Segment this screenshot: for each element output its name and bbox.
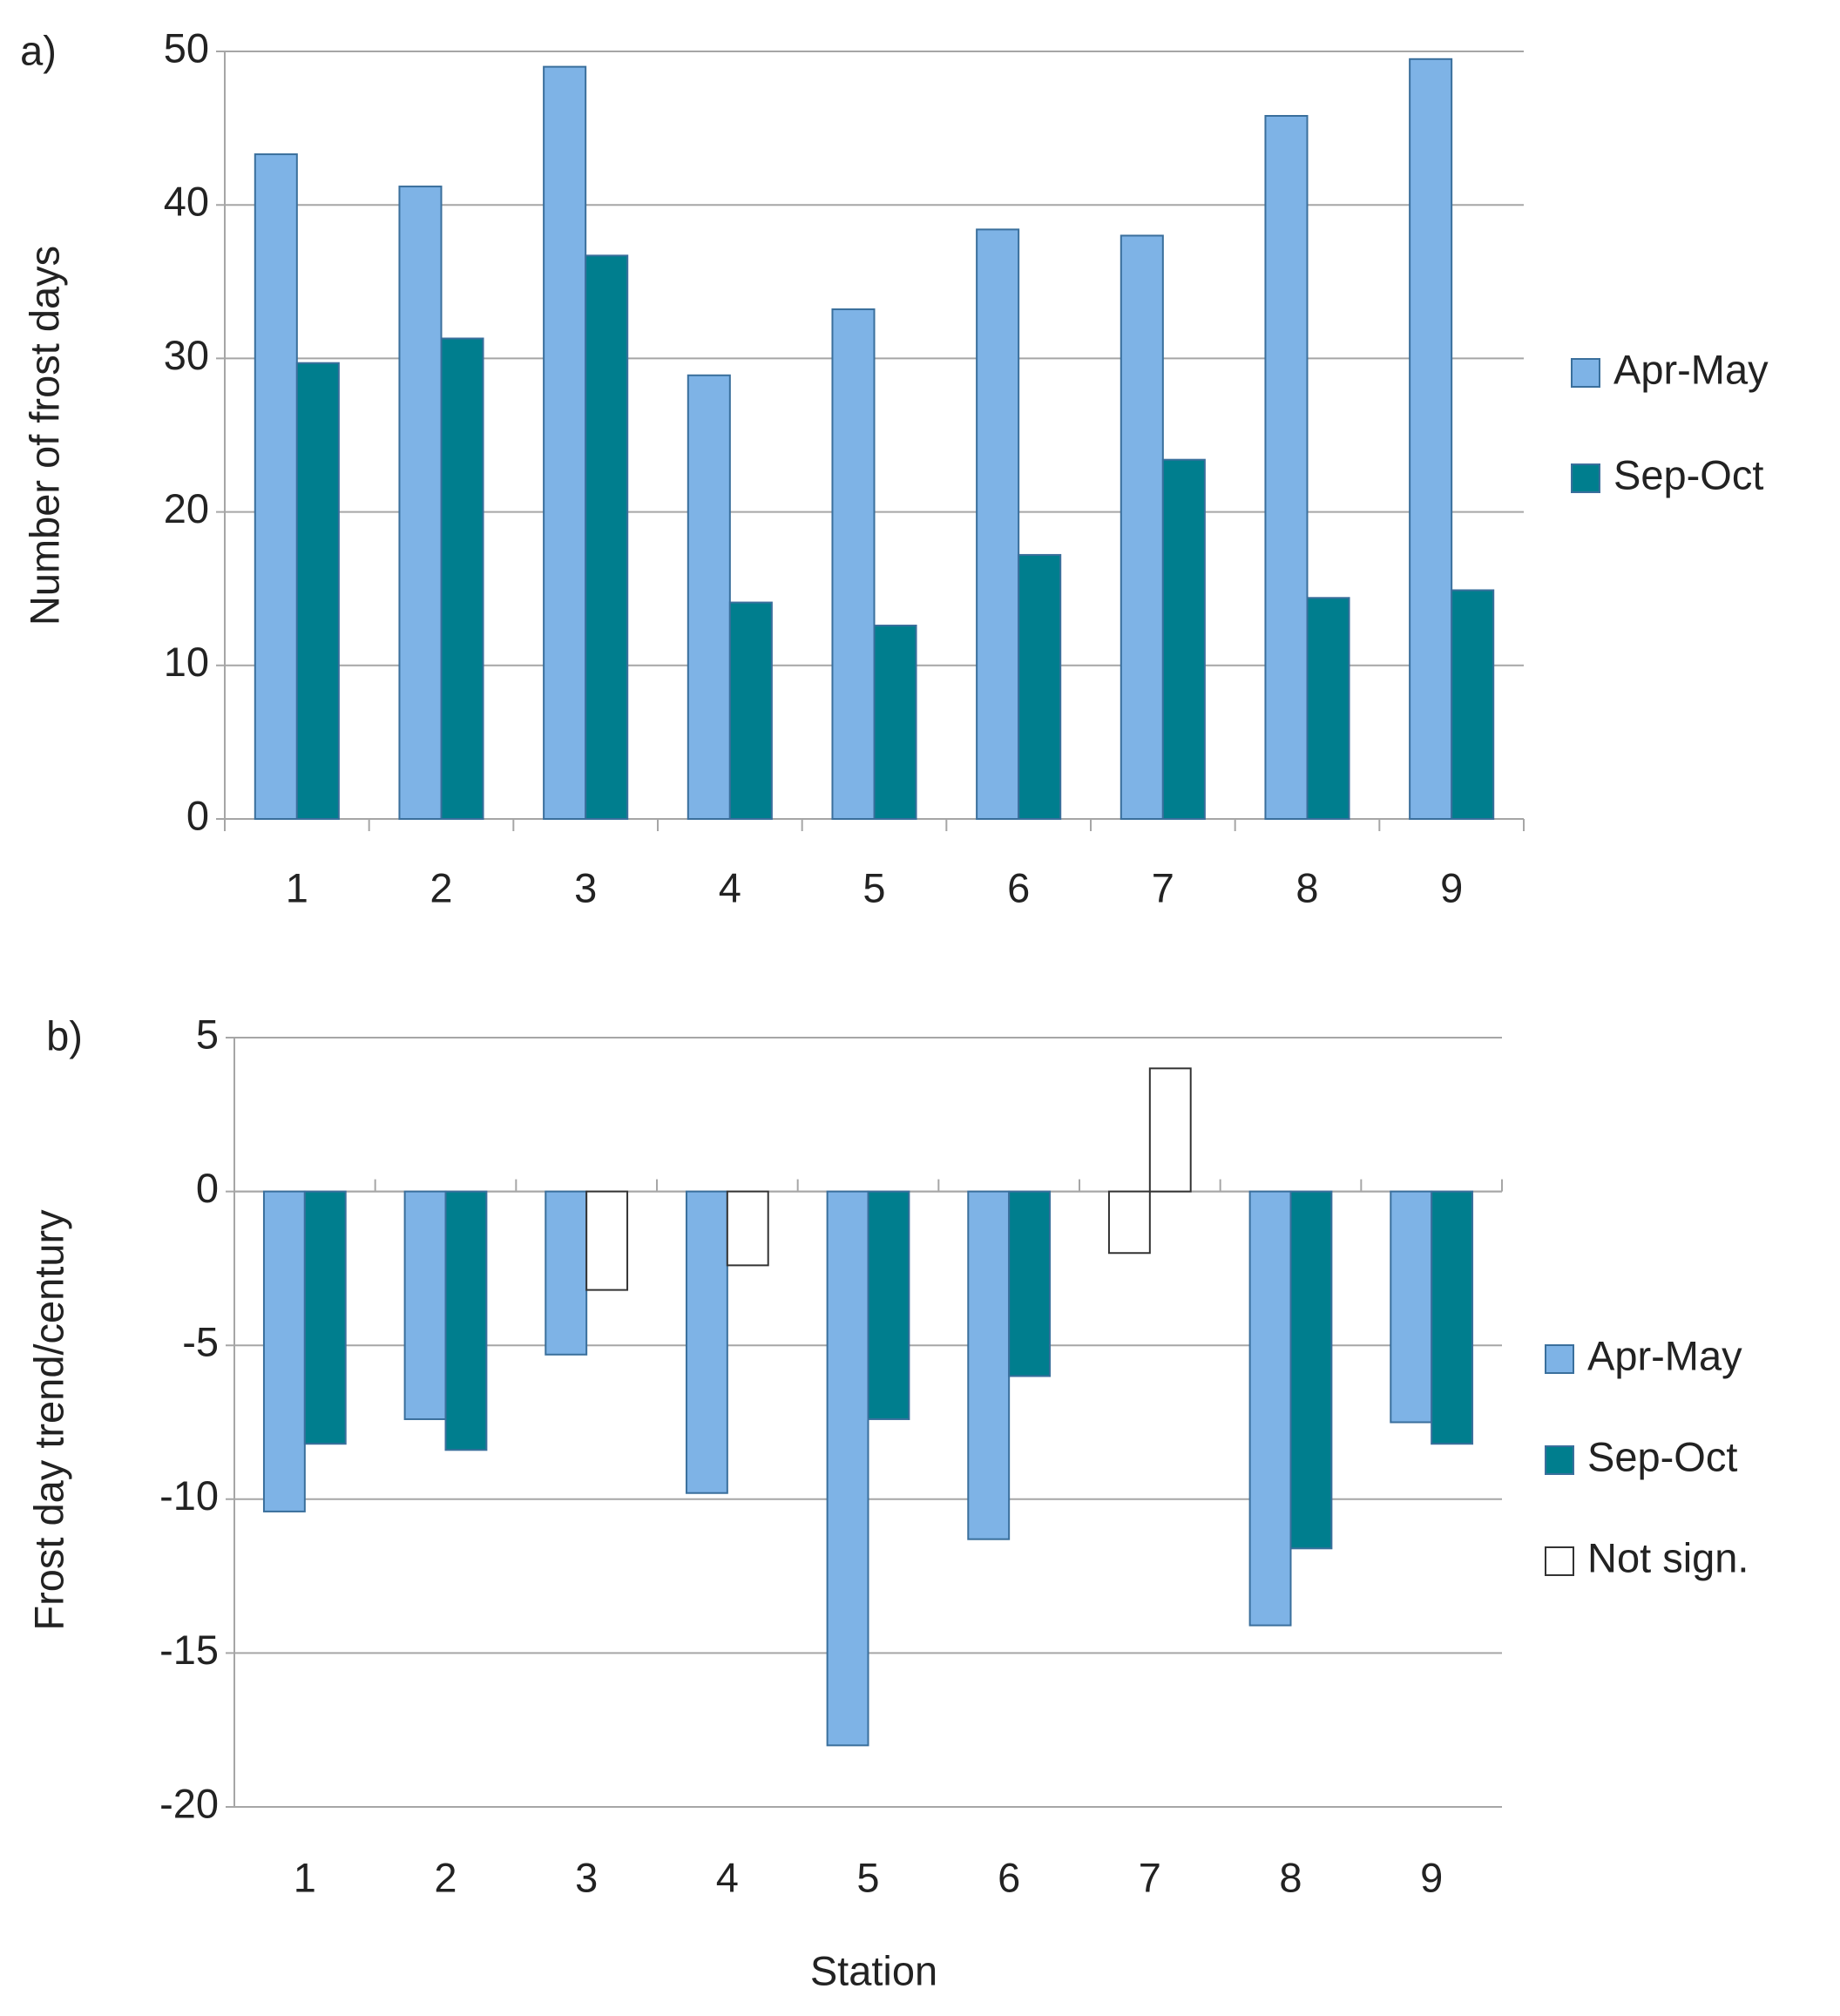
legend-swatch [1545,1344,1574,1374]
y-tick-label: -5 [182,1319,219,1365]
y-axis-title: Number of frost days [21,246,67,626]
bar [967,1190,1011,1540]
x-tick-label: 9 [1440,864,1463,910]
bar [303,1190,347,1445]
bar [1018,553,1062,820]
y-tick-label: 50 [164,24,209,71]
x-tick-label: 8 [1295,864,1318,910]
bar [728,601,773,820]
legend-swatch [1545,1445,1574,1475]
bar [254,153,298,820]
panel-label: a) [20,27,57,73]
legend-label: Sep-Oct [1613,451,1763,497]
bar [398,186,443,820]
bar [1451,589,1495,820]
x-tick-label: 6 [998,1854,1020,1900]
x-tick-label: 1 [294,1854,316,1900]
bar [1306,597,1350,820]
x-tick-label: 7 [1152,864,1174,910]
bar [831,308,876,820]
bar [440,337,484,820]
bar [262,1190,306,1512]
legend-swatch [1571,463,1600,493]
bar [1409,58,1453,820]
bar [1390,1190,1433,1424]
x-tick-label: 3 [574,864,597,910]
bar [403,1190,447,1420]
bar [1161,458,1206,821]
x-tick-label: 1 [286,864,308,910]
x-tick-label: 2 [434,1854,457,1900]
bar [1248,1190,1292,1627]
y-tick-label: 40 [164,179,209,225]
y-tick-label: -10 [159,1472,219,1519]
y-axis-title: Frost day trend/century [25,1209,71,1631]
y-tick-label: 10 [164,639,209,685]
y-tick-label: 5 [196,1011,219,1057]
y-tick-label: -20 [159,1780,219,1826]
x-tick-label: 3 [575,1854,598,1900]
legend-swatch [1571,358,1600,388]
x-tick-label: 2 [430,864,452,910]
x-tick-label: 5 [862,864,885,910]
legend-label: Apr-May [1587,1332,1742,1378]
bar [585,254,629,820]
legend-label: Apr-May [1613,346,1769,392]
y-tick-label: -15 [159,1627,219,1673]
y-tick-label: 30 [164,332,209,378]
x-tick-label: 4 [719,864,741,910]
bar [543,65,587,821]
x-axis-title: Station [810,1947,937,1993]
y-tick-label: 0 [196,1165,219,1211]
bar [545,1190,588,1356]
bar [1148,1067,1192,1193]
bar [873,624,917,820]
bar [1120,234,1164,820]
bar [1008,1190,1052,1377]
panel-label: b) [46,1012,83,1059]
bar [1107,1190,1151,1255]
x-tick-label: 9 [1420,1854,1443,1900]
x-tick-label: 6 [1007,864,1030,910]
bar [976,228,1020,820]
bar [685,1190,728,1494]
bar [585,1190,629,1291]
bar [826,1190,869,1747]
y-tick-label: 0 [186,792,209,838]
legend-label: Sep-Oct [1587,1433,1737,1479]
x-tick-label: 8 [1279,1854,1302,1900]
x-tick-label: 5 [856,1854,879,1900]
bar [687,374,731,820]
y-tick-label: 20 [164,485,209,531]
legend-label: Not sign. [1587,1534,1749,1580]
legend-swatch [1545,1546,1574,1576]
x-tick-label: 7 [1139,1854,1161,1900]
bar [1264,115,1309,820]
bar [726,1190,769,1267]
bar [295,362,340,821]
x-tick-label: 4 [716,1854,739,1900]
bar [867,1190,910,1420]
bar [1431,1190,1474,1445]
bar [444,1190,488,1451]
bar [1289,1190,1333,1550]
